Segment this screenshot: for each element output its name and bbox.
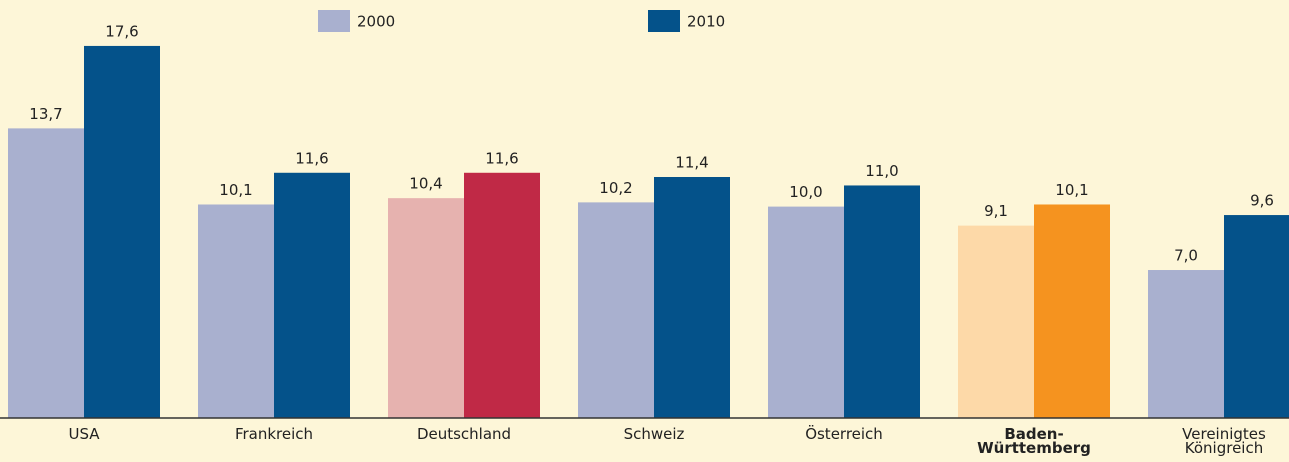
legend-label: 2000 bbox=[357, 13, 395, 31]
bar bbox=[464, 172, 540, 418]
bar bbox=[578, 202, 654, 418]
bar bbox=[1148, 270, 1224, 418]
value-label: 10,2 bbox=[599, 179, 632, 197]
bar bbox=[958, 225, 1034, 418]
bar bbox=[768, 206, 844, 418]
value-label: 10,4 bbox=[409, 175, 442, 193]
bar bbox=[388, 198, 464, 418]
value-label: 11,4 bbox=[675, 154, 708, 172]
x-tick-label: Österreich bbox=[805, 425, 883, 443]
value-label: 11,6 bbox=[295, 149, 328, 167]
value-label: 9,1 bbox=[984, 202, 1008, 220]
value-label: 10,1 bbox=[219, 181, 252, 199]
bar bbox=[654, 177, 730, 418]
bar bbox=[274, 172, 350, 418]
x-tick-label: USA bbox=[68, 425, 100, 443]
x-tick-label: Schweiz bbox=[623, 425, 685, 443]
legend-swatch bbox=[648, 10, 680, 32]
value-label: 9,6 bbox=[1250, 192, 1274, 210]
legend-swatch bbox=[318, 10, 350, 32]
value-label: 7,0 bbox=[1174, 247, 1198, 265]
x-tick-label: Vereinigtes Königreich bbox=[1182, 425, 1266, 457]
value-label: 13,7 bbox=[29, 105, 62, 123]
value-label: 10,1 bbox=[1055, 181, 1088, 199]
bar bbox=[1224, 215, 1289, 418]
x-tick-label: Frankreich bbox=[234, 425, 314, 443]
x-tick-label: Deutschland bbox=[416, 425, 512, 443]
bar bbox=[84, 45, 160, 418]
value-label: 11,6 bbox=[485, 149, 518, 167]
bar bbox=[1034, 204, 1110, 418]
value-label: 10,0 bbox=[789, 183, 822, 201]
value-label: 11,0 bbox=[865, 162, 898, 180]
bar bbox=[844, 185, 920, 418]
x-tick-label: Baden- Württemberg bbox=[977, 425, 1091, 457]
bar bbox=[198, 204, 274, 418]
value-label: 17,6 bbox=[105, 22, 138, 40]
bar bbox=[8, 128, 84, 418]
legend-label: 2010 bbox=[687, 13, 725, 31]
